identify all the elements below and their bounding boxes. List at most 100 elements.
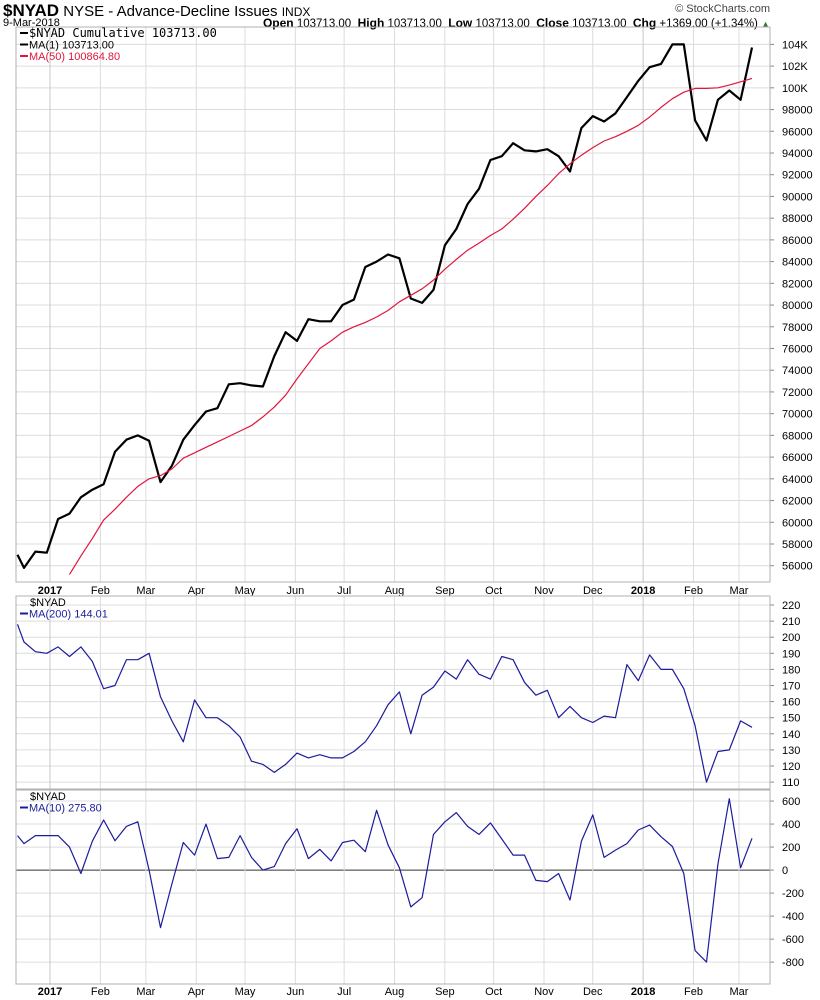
y-tick-label: 600 bbox=[782, 796, 800, 808]
symbol-name: NYSE - Advance-Decline Issues bbox=[63, 3, 278, 20]
x-tick-label: Nov bbox=[534, 585, 554, 597]
y-tick-label: 92000 bbox=[782, 170, 813, 182]
x-tick-label: Mar bbox=[136, 585, 155, 597]
legend-entry: $NYAD bbox=[30, 791, 66, 803]
legend-entry: MA(1) 103713.00 bbox=[29, 40, 114, 52]
x-tick-label: May bbox=[235, 585, 256, 597]
y-tick-label: 66000 bbox=[782, 452, 813, 464]
y-tick-label: 96000 bbox=[782, 126, 813, 138]
y-tick-label: 78000 bbox=[782, 322, 813, 334]
y-tick-label: 170 bbox=[782, 680, 800, 692]
y-tick-label: 190 bbox=[782, 648, 800, 660]
y-tick-label: 82000 bbox=[782, 278, 813, 290]
x-tick-label: 2017 bbox=[38, 585, 62, 597]
panel-frame bbox=[15, 595, 771, 790]
series-line-ma-10- bbox=[17, 798, 753, 963]
y-tick-label: 0 bbox=[782, 865, 788, 877]
y-tick-label: 120 bbox=[782, 761, 800, 773]
y-tick-label: 110 bbox=[782, 777, 800, 789]
panel-2: 110 120 130 140 150 160 170 180 190 200 210 220 $NYA… bbox=[15, 595, 800, 790]
x-tick-label: Jul bbox=[337, 585, 351, 597]
chart-date: 9-Mar-2018 bbox=[3, 17, 60, 29]
x-tick-label: Dec bbox=[583, 585, 603, 597]
y-tick-label: 70000 bbox=[782, 409, 813, 421]
x-tick-label: 2017 bbox=[38, 986, 62, 998]
y-tick-label: 58000 bbox=[782, 539, 813, 551]
y-tick-label: -600 bbox=[782, 934, 804, 946]
x-tick-label: Feb bbox=[684, 585, 703, 597]
y-tick-label: 56000 bbox=[782, 561, 813, 573]
y-tick-label: 86000 bbox=[782, 235, 813, 247]
y-tick-label: -400 bbox=[782, 911, 804, 923]
series-line-ma-50- bbox=[68, 77, 753, 575]
x-tick-label: Aug bbox=[385, 986, 405, 998]
y-tick-label: 104K bbox=[782, 39, 808, 51]
copyright: © StockCharts.com bbox=[675, 3, 770, 15]
legend-entry: $NYAD Cumulative 103713.00 bbox=[29, 26, 217, 40]
y-tick-label: 130 bbox=[782, 745, 800, 757]
y-tick-label: 94000 bbox=[782, 148, 813, 160]
x-tick-label: Mar bbox=[730, 585, 749, 597]
x-tick-label: Nov bbox=[534, 986, 554, 998]
x-tick-label: Jun bbox=[287, 986, 305, 998]
y-tick-label: 100K bbox=[782, 83, 808, 95]
x-tick-label: Oct bbox=[485, 585, 502, 597]
y-tick-label: 220 bbox=[782, 600, 800, 612]
legend-entry: MA(200) 144.01 bbox=[29, 609, 108, 621]
y-tick-label: 60000 bbox=[782, 517, 813, 529]
x-tick-label: May bbox=[235, 986, 256, 998]
x-tick-label: 2018 bbox=[631, 986, 655, 998]
chart-title: $NYAD NYSE - Advance-Decline Issues INDX bbox=[3, 1, 310, 21]
y-tick-label: 68000 bbox=[782, 430, 813, 442]
x-tick-label: Jun bbox=[287, 585, 305, 597]
x-tick-label: Apr bbox=[188, 585, 205, 597]
x-tick-label: Sep bbox=[435, 986, 455, 998]
y-tick-label: 180 bbox=[782, 664, 800, 676]
y-tick-label: -800 bbox=[782, 957, 804, 969]
x-tick-label: Feb bbox=[91, 986, 110, 998]
exchange: INDX bbox=[281, 5, 311, 19]
y-tick-label: 150 bbox=[782, 713, 800, 725]
y-tick-label: 76000 bbox=[782, 343, 813, 355]
y-tick-label: 140 bbox=[782, 729, 800, 741]
y-tick-label: 90000 bbox=[782, 191, 813, 203]
series-line-ma-200- bbox=[16, 624, 753, 783]
legend-entry: $NYAD bbox=[30, 597, 66, 609]
x-tick-label: Mar bbox=[136, 986, 155, 998]
y-tick-label: 200 bbox=[782, 632, 800, 644]
y-tick-label: 74000 bbox=[782, 365, 813, 377]
y-tick-label: 98000 bbox=[782, 105, 813, 117]
panel-1: 56000 58000 60000 62000 64000 66000 68000 70000… bbox=[15, 26, 813, 597]
series-line--nyad-cumulative bbox=[16, 43, 754, 569]
x-tick-label: Oct bbox=[485, 986, 502, 998]
x-tick-label: Sep bbox=[435, 585, 455, 597]
x-tick-label: Mar bbox=[730, 986, 749, 998]
x-tick-label: Apr bbox=[188, 986, 205, 998]
y-tick-label: -200 bbox=[782, 888, 804, 900]
x-tick-label: Aug bbox=[385, 585, 405, 597]
y-tick-label: 160 bbox=[782, 697, 800, 709]
symbol: $NYAD bbox=[3, 1, 60, 20]
x-tick-label: Feb bbox=[684, 986, 703, 998]
y-tick-label: 200 bbox=[782, 842, 800, 854]
y-tick-label: 80000 bbox=[782, 300, 813, 312]
legend-entry: MA(10) 275.80 bbox=[29, 803, 102, 815]
y-tick-label: 210 bbox=[782, 616, 800, 628]
triangle-up-icon: ▲ bbox=[761, 19, 770, 29]
x-tick-label: 2018 bbox=[631, 585, 655, 597]
legend-entry: MA(50) 100864.80 bbox=[29, 51, 120, 63]
y-tick-label: 84000 bbox=[782, 257, 813, 269]
y-tick-label: 102K bbox=[782, 61, 808, 73]
y-tick-label: 72000 bbox=[782, 387, 813, 399]
x-tick-label: Feb bbox=[91, 585, 110, 597]
panel-frame bbox=[15, 789, 771, 985]
y-tick-label: 62000 bbox=[782, 496, 813, 508]
y-tick-label: 88000 bbox=[782, 213, 813, 225]
x-tick-label: Dec bbox=[583, 986, 603, 998]
y-tick-label: 64000 bbox=[782, 474, 813, 486]
panel-frame bbox=[15, 26, 771, 583]
x-tick-label: Jul bbox=[337, 986, 351, 998]
y-tick-label: 400 bbox=[782, 819, 800, 831]
